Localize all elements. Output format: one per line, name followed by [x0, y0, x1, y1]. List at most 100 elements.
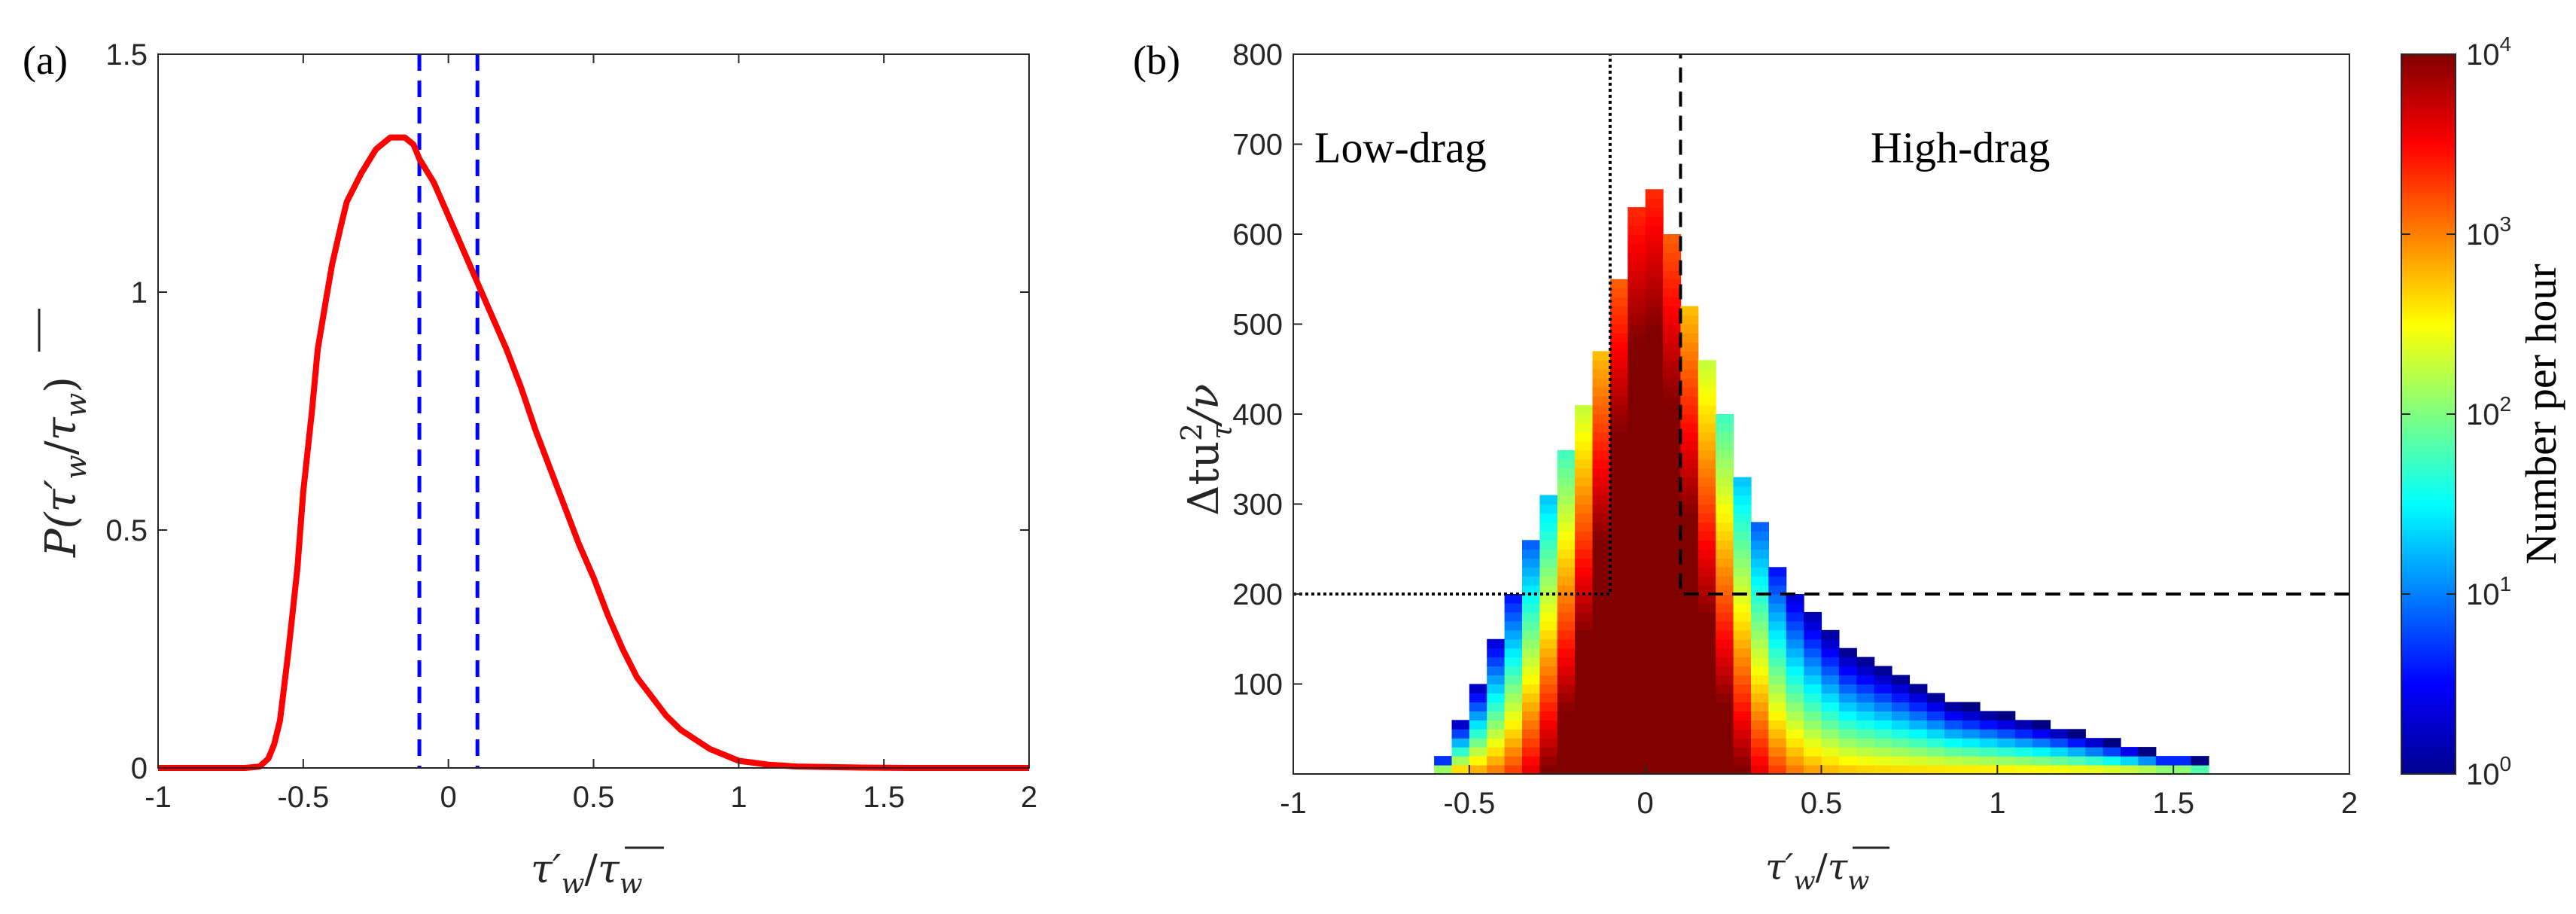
- heatmap-bin: [2050, 738, 2069, 748]
- heatmap-bin: [1592, 431, 1611, 442]
- heatmap-bin: [1469, 720, 1487, 730]
- heatmap-bin: [1539, 675, 1558, 685]
- heatmap-bin: [1856, 729, 1875, 739]
- heatmap-bin: [1628, 576, 1646, 586]
- heatmap-bin: [1663, 279, 1682, 289]
- heatmap-bin: [1645, 657, 1664, 667]
- heatmap-bin: [1698, 549, 1716, 559]
- heatmap-bin: [1786, 747, 1804, 757]
- heatmap-bin: [1680, 423, 1699, 433]
- heatmap-bin: [1786, 611, 1804, 622]
- y-tick-label: 800: [1232, 38, 1283, 72]
- heatmap-bin: [1628, 251, 1646, 262]
- heatmap-bin: [1663, 260, 1682, 271]
- heatmap-bin: [1557, 611, 1576, 622]
- heatmap-bin: [1786, 693, 1804, 702]
- heatmap-bin: [1663, 693, 1682, 702]
- heatmap-bin: [1663, 567, 1682, 577]
- heatmap-bin: [2121, 756, 2139, 766]
- heatmap-bin: [1768, 567, 1787, 577]
- heatmap-bin: [1609, 756, 1628, 766]
- heatmap-bin: [1768, 756, 1787, 766]
- heatmap-bin: [1804, 720, 1822, 730]
- heatmap-bin: [1451, 738, 1470, 748]
- heatmap-bin: [1592, 360, 1611, 370]
- heatmap-bin: [1469, 684, 1487, 694]
- heatmap-bin: [1592, 756, 1611, 766]
- heatmap-bin: [1609, 647, 1628, 658]
- heatmap-bin: [1856, 756, 1875, 766]
- heatmap-bin: [1539, 657, 1558, 667]
- heatmap-bin: [1663, 666, 1682, 676]
- heatmap-bin: [1716, 675, 1734, 685]
- panel-b-y-label: Δtu2τ/ν: [1175, 384, 1238, 516]
- heatmap-bin: [1821, 638, 1840, 649]
- heatmap-bin: [1804, 711, 1822, 721]
- heatmap-bin: [1628, 260, 1646, 271]
- heatmap-bin: [1979, 720, 1998, 730]
- heatmap-bin: [1609, 495, 1628, 505]
- svg-text:Δtu2τ/ν: Δtu2τ/ν: [1175, 384, 1238, 516]
- heatmap-bin: [1733, 558, 1752, 568]
- heatmap-bin: [1979, 729, 1998, 739]
- heatmap-bin: [1786, 675, 1804, 685]
- heatmap-bin: [1628, 747, 1646, 757]
- heatmap-bin: [1786, 629, 1804, 640]
- heatmap-bin: [1944, 747, 1963, 757]
- heatmap-bin: [1645, 702, 1664, 711]
- heatmap-bin: [1979, 738, 1998, 748]
- heatmap-bin: [1716, 423, 1734, 433]
- heatmap-bin: [1838, 729, 1857, 739]
- heatmap-bin: [1979, 747, 1998, 757]
- heatmap-bin: [1504, 638, 1523, 649]
- heatmap-bin: [1768, 720, 1787, 730]
- heatmap-bin: [1557, 567, 1576, 577]
- heatmap-bin: [1733, 684, 1752, 694]
- heatmap-bin: [1609, 440, 1628, 451]
- heatmap-bin: [1768, 629, 1787, 640]
- heatmap-bin: [1716, 549, 1734, 559]
- heatmap-bin: [1892, 729, 1910, 739]
- heatmap-bin: [1628, 431, 1646, 442]
- heatmap-bin: [1680, 513, 1699, 523]
- heatmap-bin: [1733, 693, 1752, 702]
- heatmap-bin: [1733, 738, 1752, 748]
- heatmap-bin: [1575, 405, 1594, 415]
- heatmap-bin: [1716, 504, 1734, 514]
- heatmap-bin: [1592, 387, 1611, 397]
- heatmap-bin: [2050, 747, 2069, 757]
- heatmap-bin: [1645, 594, 1664, 604]
- heatmap-bin: [1592, 504, 1611, 514]
- heatmap-bin: [1522, 540, 1540, 550]
- heatmap-bin: [1663, 684, 1682, 694]
- heatmap-bin: [1733, 647, 1752, 658]
- heatmap-bin: [1716, 684, 1734, 694]
- heatmap-bin: [1609, 531, 1628, 541]
- heatmap-bin: [1645, 387, 1664, 397]
- heatmap-bin: [1609, 720, 1628, 730]
- y-tick-label: 300: [1232, 489, 1283, 522]
- heatmap-bin: [1645, 288, 1664, 298]
- heatmap-bin: [1926, 756, 1945, 766]
- heatmap-bin: [1768, 585, 1787, 595]
- heatmap-bin: [1628, 369, 1646, 379]
- heatmap-bin: [1609, 729, 1628, 739]
- heatmap-bin: [1716, 666, 1734, 676]
- heatmap-bin: [1663, 297, 1682, 307]
- heatmap-bin: [1821, 629, 1840, 640]
- heatmap-bin: [1733, 522, 1752, 532]
- heatmap-bin: [1628, 594, 1646, 604]
- heatmap-bin: [1751, 585, 1769, 595]
- heatmap-bin: [1628, 711, 1646, 721]
- low-drag-label: Low-drag: [1314, 123, 1487, 172]
- heatmap-bin: [1716, 620, 1734, 631]
- heatmap-bin: [1628, 279, 1646, 289]
- heatmap-bin: [1698, 720, 1716, 730]
- heatmap-bin: [1628, 486, 1646, 496]
- heatmap-bin: [1716, 522, 1734, 532]
- heatmap-bin: [1698, 440, 1716, 451]
- heatmap-bin: [1751, 729, 1769, 739]
- heatmap-bin: [1434, 756, 1453, 766]
- heatmap-bin: [1663, 449, 1682, 460]
- heatmap-bin: [1645, 414, 1664, 424]
